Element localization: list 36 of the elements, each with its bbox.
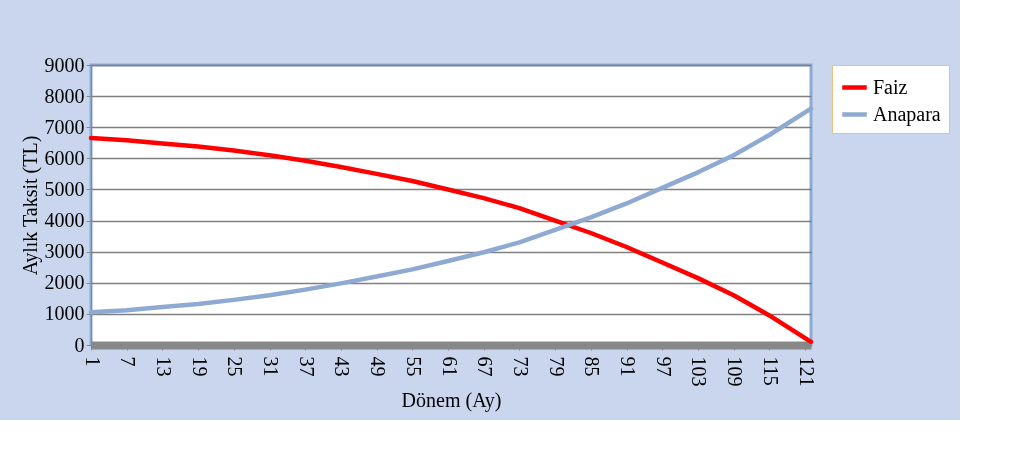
legend-label: Anapara xyxy=(873,102,941,126)
y-tick-label: 4000 xyxy=(44,209,85,232)
x-tick-label: 67 xyxy=(474,356,497,377)
x-tick-label: 55 xyxy=(402,356,425,377)
x-tick-label: 91 xyxy=(617,356,640,377)
x-tick-label: 7 xyxy=(117,356,140,367)
y-tick-label: 0 xyxy=(74,333,85,356)
y-tick-label: 7000 xyxy=(44,115,85,138)
x-tick-label: 61 xyxy=(438,356,461,377)
y-axis-title: Aylık Taksit (TL) xyxy=(18,135,42,276)
x-tick-label: 97 xyxy=(652,356,675,377)
x-tick-label: 115 xyxy=(759,356,782,386)
x-tick-label: 1 xyxy=(81,356,104,367)
x-tick-label: 73 xyxy=(509,356,532,377)
x-tick-label: 49 xyxy=(367,356,390,377)
x-tick-label: 19 xyxy=(188,356,211,377)
y-tick-label: 8000 xyxy=(44,84,85,107)
y-tick-label: 6000 xyxy=(44,146,85,169)
x-tick-label: 31 xyxy=(260,356,283,377)
x-tick-label: 85 xyxy=(581,356,604,377)
x-tick-label: 109 xyxy=(724,356,747,387)
legend-label: Faiz xyxy=(873,75,908,98)
y-tick-label: 5000 xyxy=(44,177,85,200)
x-tick-label: 103 xyxy=(688,356,711,387)
x-tick-label: 13 xyxy=(152,356,175,377)
y-tick-label: 9000 xyxy=(44,53,85,76)
x-tick-label: 79 xyxy=(545,356,568,377)
line-series xyxy=(88,135,814,345)
x-tick-label: 121 xyxy=(795,356,818,387)
y-tick-label: 3000 xyxy=(44,240,85,263)
y-tick-label: 1000 xyxy=(44,302,85,325)
y-tick-label: 2000 xyxy=(44,271,85,294)
x-tick-label: 37 xyxy=(295,356,318,377)
x-tick-label: 43 xyxy=(331,356,354,377)
x-axis-title: Dönem (Ay) xyxy=(401,388,502,412)
x-tick-label: 25 xyxy=(224,356,247,377)
